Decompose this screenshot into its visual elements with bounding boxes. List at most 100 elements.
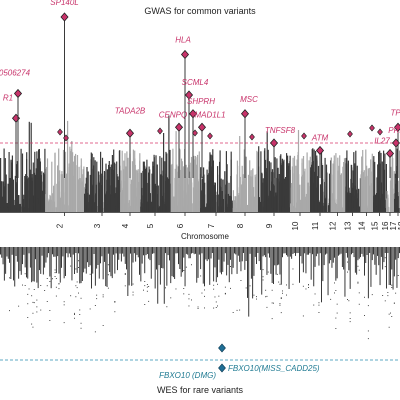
wes-point-band-178 <box>130 247 131 254</box>
wes-point-band-489 <box>379 247 381 286</box>
gwas-point-band-731 <box>172 148 174 212</box>
gwas-point-band-795 <box>180 169 182 212</box>
wes-point-330 <box>256 296 257 298</box>
wes-point-band-511 <box>392 247 394 290</box>
gwas-point-band-1022 <box>245 156 247 212</box>
gwas-point-band-1299 <box>317 165 320 212</box>
wes-point-509 <box>391 316 393 317</box>
gwas-point-band-35 <box>0 187 2 212</box>
wes-point-115 <box>78 260 79 262</box>
wes-point-band-286 <box>218 247 220 260</box>
wes-point-band-12 <box>13 247 14 281</box>
wes-point-514 <box>393 302 395 304</box>
gwas-point-band-787 <box>177 166 179 212</box>
gwas-point-band-288 <box>46 190 48 212</box>
wes-point-98 <box>70 265 72 267</box>
wes-point-463 <box>357 282 359 284</box>
gwas-point-band-1427 <box>358 206 360 212</box>
gwas-point-band-786 <box>197 208 199 212</box>
wes-point-band-171 <box>124 247 126 264</box>
wes-point-band-303 <box>232 247 234 268</box>
gwas-point-band-1042 <box>266 158 269 212</box>
wes-point-band-498 <box>386 247 387 289</box>
gwas-point-band-1284 <box>317 176 319 212</box>
gwas-point-band-145 <box>1 206 3 212</box>
wes-point-band-87 <box>62 247 64 257</box>
gwas-point-band-218 <box>51 161 53 212</box>
wes-point-band-86 <box>61 247 62 268</box>
gwas-point-band-171 <box>16 207 19 212</box>
gwas-point-band-417 <box>94 160 96 212</box>
gwas-point-band-1371 <box>340 182 342 212</box>
gwas-point-band-319 <box>78 166 80 212</box>
gwas-point-band-1017 <box>243 155 246 212</box>
gwas-point-band-1434 <box>353 207 355 212</box>
wes-point-band-230 <box>176 247 178 254</box>
gwas-tick-label-9: 9 <box>265 223 274 228</box>
gwas-point-band-1135 <box>268 161 270 212</box>
gwas-point-band-1378 <box>338 182 340 212</box>
gwas-tick-label-2: 2 <box>56 223 65 228</box>
gwas-point-band-1023 <box>250 181 252 212</box>
gwas-point-band-1108 <box>270 162 272 212</box>
gwas-title: GWAS for common variants <box>144 6 256 16</box>
gwas-point-band-142 <box>14 199 16 212</box>
wes-point-band-423 <box>328 247 330 264</box>
wes-point-band-283 <box>217 247 218 278</box>
wes-point-345 <box>266 295 268 297</box>
gwas-point-band-1476 <box>362 172 364 212</box>
gwas-point-band-60 <box>7 183 9 212</box>
gwas-point-band-444 <box>106 191 108 212</box>
gwas-secondary-marker-0 <box>57 128 63 136</box>
gwas-point-band-888 <box>219 150 221 212</box>
wes-point-band-151 <box>106 247 108 287</box>
wes-point-415 <box>318 302 320 304</box>
wes-point-band-72 <box>54 247 56 257</box>
wes-point-146 <box>102 294 104 296</box>
gwas-point-band-1162 <box>295 207 297 212</box>
gwas-point-band-465 <box>97 182 100 212</box>
wes-point-467 <box>358 303 360 305</box>
gwas-point-band-1574 <box>391 202 394 212</box>
gwas-point-band-737 <box>182 167 184 212</box>
gwas-point-band-905 <box>220 188 222 212</box>
gwas-point-band-670 <box>156 164 158 212</box>
wes-point-band-193 <box>144 247 146 274</box>
wes-point-band-481 <box>370 247 372 287</box>
gwas-point-band-809 <box>224 171 226 212</box>
wes-point-432 <box>335 328 337 329</box>
wes-point-256 <box>197 306 199 308</box>
gwas-point-band-1599 <box>395 201 397 212</box>
wes-point-band-317 <box>245 247 247 261</box>
gwas-point-band-1482 <box>360 174 362 212</box>
gwas-point-band-779 <box>184 199 186 212</box>
gwas-point-band-658 <box>163 201 165 212</box>
gwas-point-band-558 <box>137 207 139 212</box>
gwas-hit-label-1: OC100506274 <box>0 69 31 78</box>
gwas-point-band-1318 <box>312 182 314 212</box>
wes-point-band-166 <box>118 247 120 260</box>
wes-point-516 <box>395 292 397 294</box>
gwas-point-band-1369 <box>333 160 335 212</box>
wes-point-414 <box>318 304 320 306</box>
wes-point-192 <box>143 289 144 291</box>
wes-point-43 <box>33 302 35 304</box>
wes-point-367 <box>280 298 282 299</box>
gwas-hit-label-7: SHPRH <box>187 97 215 106</box>
wes-point-band-426 <box>331 247 333 268</box>
wes-point-304 <box>232 312 234 313</box>
wes-point-band-398 <box>306 247 308 255</box>
wes-point-band-128 <box>88 247 90 267</box>
gwas-point-band-1367 <box>336 205 338 212</box>
wes-point-band-421 <box>326 247 328 254</box>
gwas-point-band-1562 <box>389 180 392 212</box>
wes-point-224 <box>170 297 172 299</box>
gwas-point-band-160 <box>24 176 26 212</box>
gwas-point-band-667 <box>142 208 145 212</box>
gwas-point-band-1002 <box>254 176 256 212</box>
gwas-hit-label-8: MAD1L1 <box>194 110 225 119</box>
wes-point-band-386 <box>295 247 296 256</box>
gwas-point-band-1461 <box>362 150 364 212</box>
wes-hit-label-1: FBXO10 (DMG) <box>159 371 216 380</box>
wes-point-band-456 <box>352 247 354 253</box>
